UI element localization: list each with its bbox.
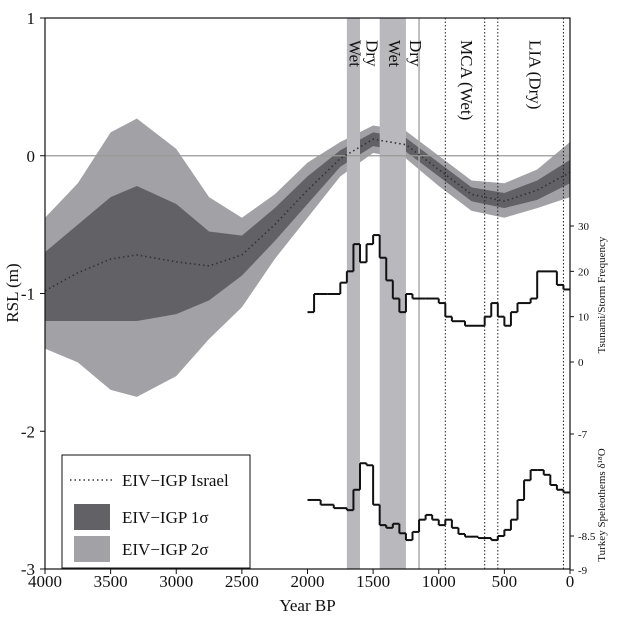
- shaded-period: [346, 18, 360, 569]
- period-label: Wet: [385, 40, 404, 67]
- mean-line: [44, 138, 571, 292]
- y-tick-label: -3: [21, 560, 35, 579]
- confidence-band: [45, 132, 570, 322]
- x-tick-label: 1500: [356, 572, 390, 591]
- right-tick-label: 20: [578, 266, 590, 278]
- right-tick-label: 10: [578, 312, 590, 324]
- legend: EIV−IGP Israel EIV−IGP 1σ EIV−IGP 2σ: [61, 454, 251, 569]
- period-label: LIA (Dry): [525, 40, 544, 109]
- x-tick-label: 500: [492, 572, 518, 591]
- right-tick-label: 30: [578, 221, 590, 233]
- period-label: Dry: [406, 40, 425, 67]
- right-tick-label: -8.5: [578, 531, 596, 543]
- period-label: Dry: [363, 40, 382, 67]
- y-tick-label: 1: [27, 9, 36, 28]
- y-tick-label: 0: [27, 147, 36, 166]
- x-tick-label: 1000: [422, 572, 456, 591]
- x-tick-label: 3000: [159, 572, 193, 591]
- y-axis-label: RSL (m): [3, 263, 22, 322]
- period-label: MCA (Wet): [457, 40, 476, 120]
- x-tick-label: 4000: [28, 572, 62, 591]
- right-tick-label: 0: [578, 357, 584, 369]
- y-tick-label: -1: [21, 285, 35, 304]
- legend-label: EIV−IGP Israel: [122, 471, 229, 490]
- right-tick-label: -7: [578, 429, 588, 441]
- x-tick-label: 2000: [291, 572, 325, 591]
- legend-swatch: [74, 536, 110, 562]
- confidence-band: [45, 118, 570, 397]
- x-tick-label: 0: [566, 572, 575, 591]
- right-tick-label: -9: [578, 565, 588, 577]
- right-axis-label: Turkey Speleothems δ¹⁸O: [596, 448, 608, 561]
- legend-label: EIV−IGP 2σ: [122, 540, 209, 559]
- x-tick-label: 3500: [94, 572, 128, 591]
- x-tick-label: 2500: [225, 572, 259, 591]
- period-label: Wet: [346, 40, 365, 67]
- legend-swatch: [74, 504, 110, 530]
- right-axis-label: Tsunami/Storm Frequency: [596, 236, 608, 353]
- y-tick-label: -2: [21, 422, 35, 441]
- x-axis-label: Year BP: [279, 596, 335, 614]
- legend-label: EIV−IGP 1σ: [122, 508, 209, 527]
